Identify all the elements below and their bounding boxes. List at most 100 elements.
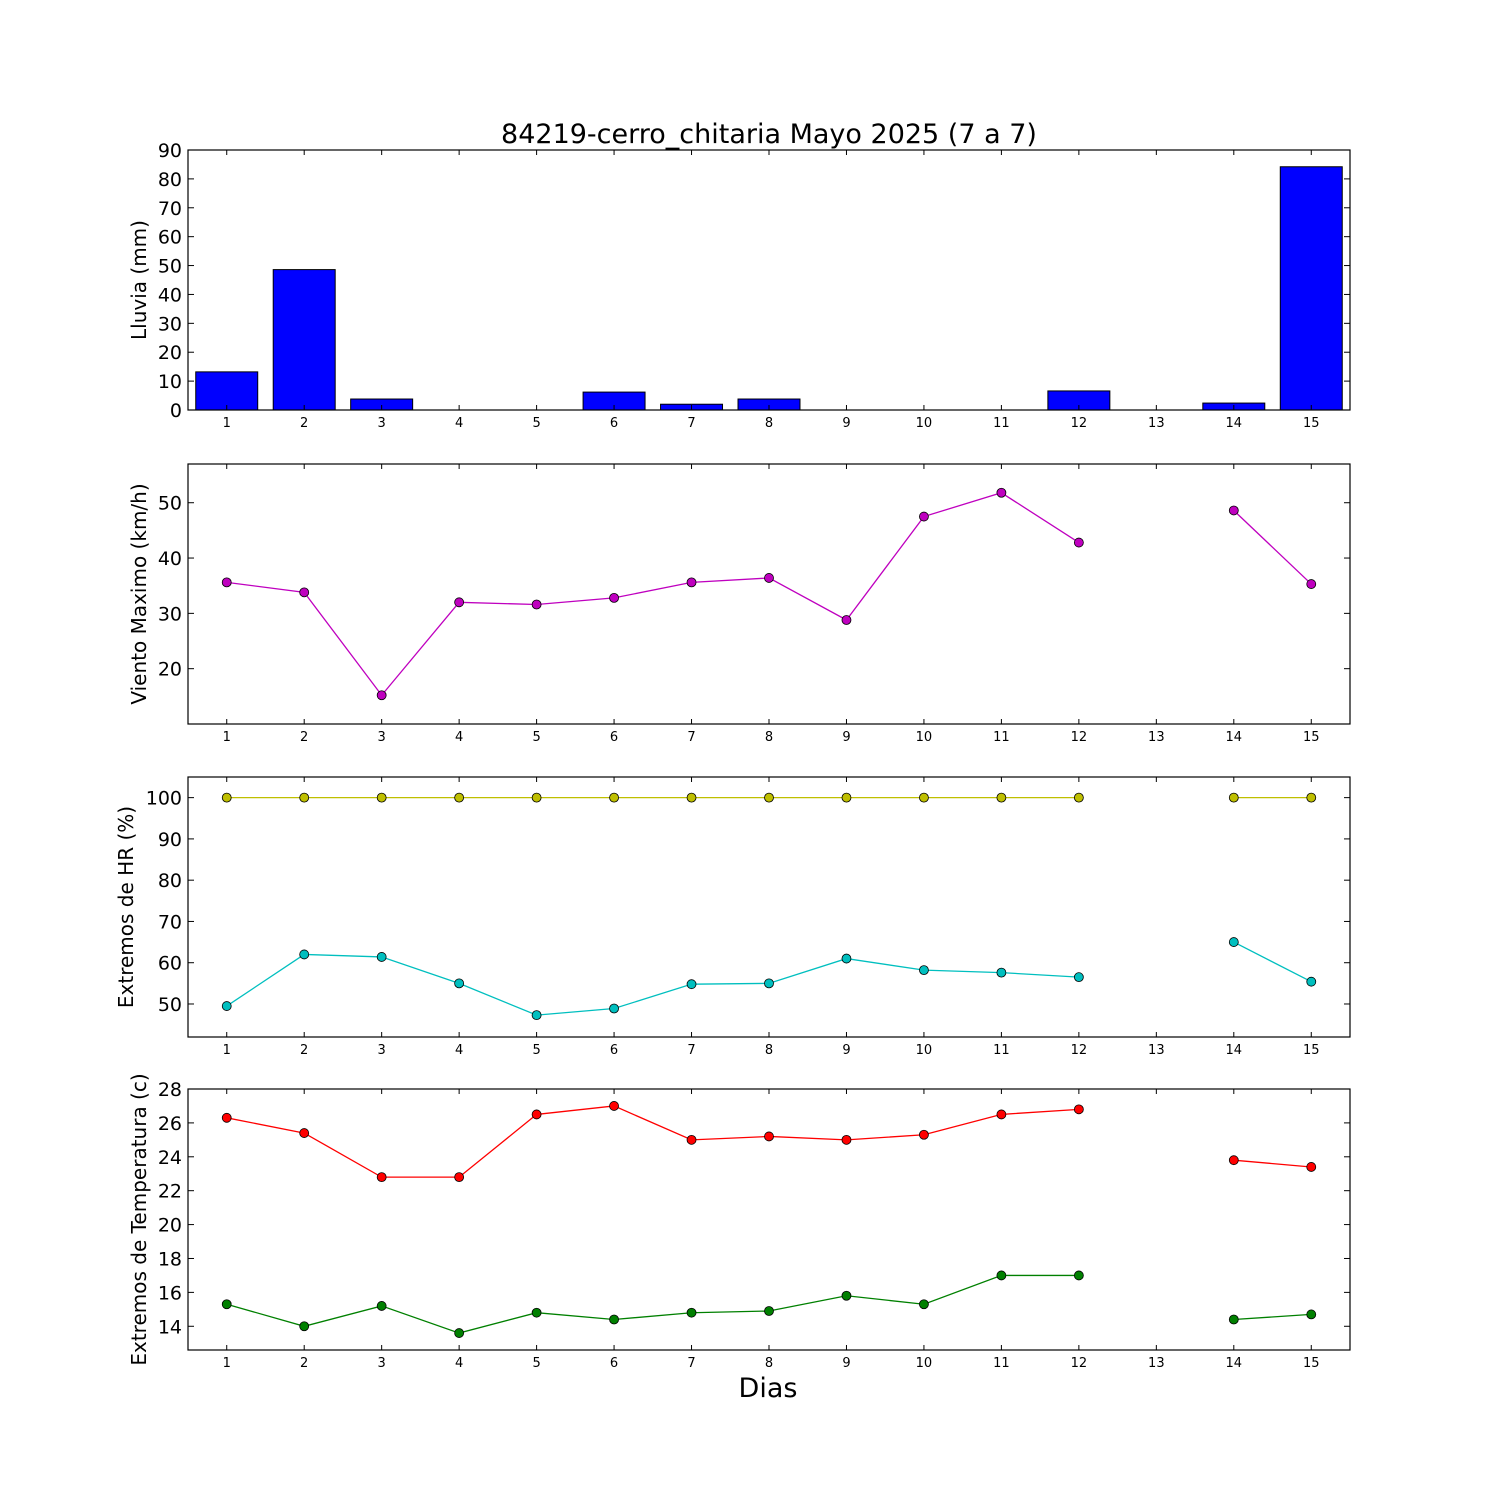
x-tick-label: 12 [1071,1043,1088,1058]
series-2-point-day-10 [919,965,929,976]
x-tick-label: 13 [1148,1043,1165,1058]
series-1-point-day-1 [221,792,232,803]
x-tick-label: 12 [1071,1356,1088,1371]
x-tick-label: 10 [916,416,933,431]
x-tick-label: 3 [378,416,386,431]
x-tick-label: 3 [378,1043,386,1058]
series-2-point-day-11 [996,967,1007,978]
y-tick-label: 50 [158,256,182,278]
series-2-point-day-1 [221,1299,232,1310]
series-1-point-day-3 [376,792,387,803]
x-tick-label: 13 [1148,416,1165,431]
x-tick-label: 14 [1226,1043,1243,1058]
series-1-point-day-5 [531,1109,542,1120]
y-tick-label: 28 [158,1079,182,1101]
series-1-point-day-6 [609,592,619,603]
y-tick-label: 22 [158,1181,182,1203]
x-tick-label: 10 [916,1356,933,1371]
series-1-point-day-9 [841,615,852,625]
x-tick-label: 4 [455,730,463,745]
y-tick-label: 16 [158,1282,182,1304]
series-2-point-day-9 [841,953,852,964]
x-tick-label: 8 [765,416,773,431]
series-1-point-day-15 [1306,579,1317,589]
x-tick-label: 1 [223,1356,231,1371]
series-1-point-day-2 [299,587,310,598]
x-tick-label: 9 [842,1356,850,1371]
y-axis-label: Extremos de HR (%) [114,806,138,1008]
x-tick-label: 7 [687,1043,695,1058]
y-tick-label: 70 [158,911,182,933]
series-1-line-segment-2 [1233,509,1312,585]
series-2-point-day-4 [454,978,465,989]
series-2-point-day-8 [764,1306,774,1316]
series-1-point-day-8 [764,573,774,583]
x-tick-label: 5 [532,730,540,745]
x-tick-label: 15 [1303,730,1320,745]
series-1-point-day-1 [221,577,232,588]
series-1-line-segment-1 [226,492,1080,697]
series-1-point-day-4 [454,597,465,608]
x-tick-label: 2 [300,1043,308,1058]
series-2-point-day-14 [1228,937,1239,947]
y-tick-label: 40 [158,548,182,570]
series-1-point-day-3 [376,1172,387,1183]
y-axis-label: Extremos de Temperatura (c) [127,1073,151,1365]
y-tick-label: 20 [158,659,182,681]
series-1-point-day-15 [1306,1162,1317,1172]
x-tick-label: 10 [916,730,933,745]
series-2-point-day-9 [841,1290,852,1301]
series-1-point-day-14 [1228,1155,1239,1166]
series-1-point-day-5 [531,599,542,610]
series-2-point-day-6 [609,1003,619,1014]
series-2-point-day-15 [1306,1309,1317,1320]
series-1-point-day-7 [686,577,697,588]
y-tick-label: 80 [158,870,182,892]
series-1-point-day-4 [454,1172,465,1183]
series-1-point-day-9 [841,1134,852,1145]
series-1-point-day-8 [764,792,774,803]
series-2-point-day-14 [1228,1314,1239,1325]
y-tick-label: 18 [158,1248,182,1270]
series-1-point-day-10 [919,1129,929,1140]
x-tick-label: 12 [1071,730,1088,745]
x-tick-label: 6 [610,730,618,745]
bar-day-15 [1279,166,1343,411]
y-axis-label: Viento Maximo (km/h) [127,483,151,704]
x-tick-label: 14 [1226,730,1243,745]
x-tick-label: 3 [378,730,386,745]
y-tick-label: 14 [158,1316,182,1338]
series-2-point-day-7 [686,1307,697,1318]
x-tick-label: 11 [993,730,1010,745]
x-tick-label: 5 [532,1043,540,1058]
y-tick-label: 50 [158,994,182,1016]
series-2-point-day-8 [764,978,774,989]
series-2-point-day-11 [996,1270,1007,1281]
x-tick-label: 15 [1303,1043,1320,1058]
figure-title: 84219-cerro_chitaria Mayo 2025 (7 a 7) [501,119,1037,150]
series-2-point-day-15 [1306,976,1317,987]
series-1-point-day-14 [1228,792,1239,803]
series-1-point-day-11 [996,1109,1007,1120]
x-tick-label: 14 [1226,416,1243,431]
x-tick-label: 11 [993,416,1010,431]
x-tick-label: 7 [687,416,695,431]
x-tick-label: 11 [993,1043,1010,1058]
series-1-point-day-12 [1073,1104,1084,1115]
x-tick-label: 3 [378,1356,386,1371]
x-tick-label: 9 [842,416,850,431]
y-tick-label: 0 [170,400,182,422]
y-tick-label: 20 [158,1215,182,1237]
subplot-1: 1 2 3 4 5 6 7 8 9 10 11 12 13 14 150102030405060708090… [127,140,1351,431]
y-tick-label: 60 [158,227,182,249]
series-1-point-day-11 [996,487,1007,498]
x-tick-label: 7 [687,730,695,745]
series-2-point-day-10 [919,1299,929,1310]
series-2-line-segment-1 [226,1274,1079,1334]
series-2-point-day-12 [1073,1270,1084,1281]
series-1-point-day-12 [1073,537,1084,548]
series-2-point-day-7 [686,979,697,990]
series-1-point-day-7 [686,1134,697,1145]
